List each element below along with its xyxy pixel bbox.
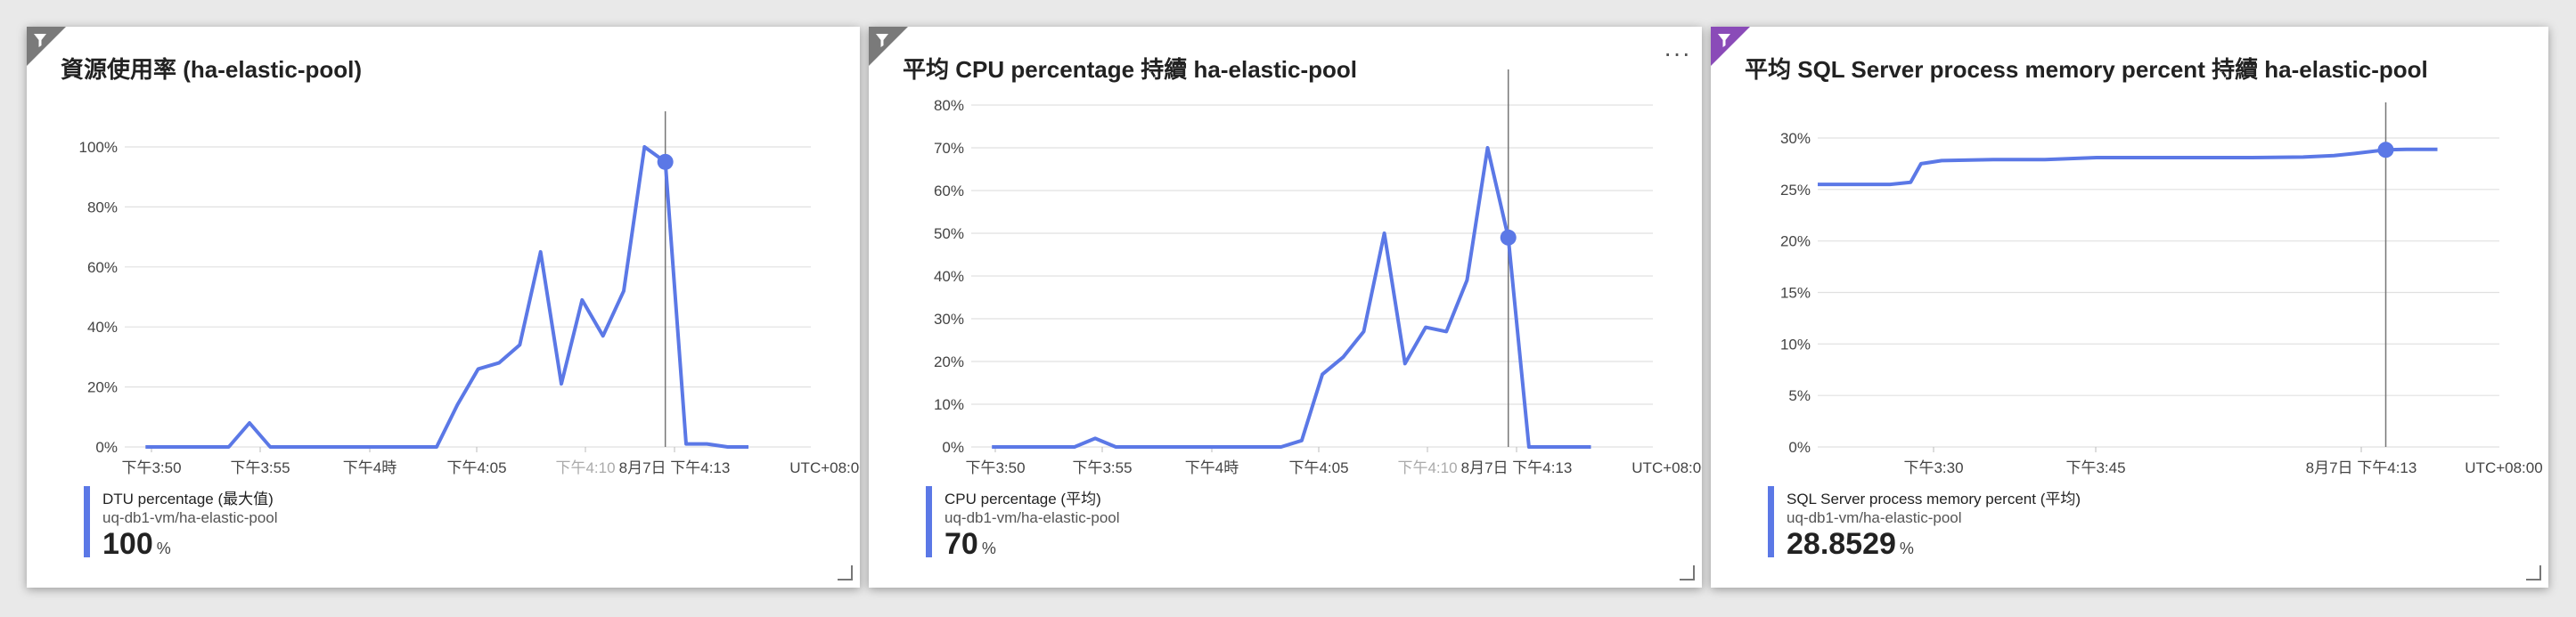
- chart-title: 平均 SQL Server process memory percent 持續 …: [1745, 56, 2428, 83]
- y-tick-label: 50%: [934, 225, 964, 242]
- legend: SQL Server process memory percent (平均) u…: [1768, 486, 2081, 561]
- legend-resource-name: uq-db1-vm/ha-elastic-pool: [1787, 509, 1962, 526]
- y-tick-label: 0%: [95, 439, 118, 456]
- legend-metric-name: CPU percentage (平均): [945, 491, 1101, 507]
- x-tick-label: 下午4:10: [1397, 459, 1457, 476]
- x-tick-label: 下午3:30: [1903, 459, 1963, 476]
- y-tick-label: 10%: [1780, 336, 1811, 353]
- y-tick-label: 30%: [934, 311, 964, 328]
- y-tick-label: 100%: [79, 139, 118, 156]
- series-line[interactable]: [992, 146, 1591, 449]
- x-tick-label: 8月7日 下午4:13: [619, 459, 731, 476]
- legend-value: 28.8529%: [1787, 527, 2081, 565]
- y-tick-label: 80%: [934, 97, 964, 114]
- legend-metric-name: SQL Server process memory percent (平均): [1787, 491, 2081, 507]
- x-tick-label: 下午3:55: [1072, 459, 1132, 476]
- resize-handle-icon[interactable]: [1679, 564, 1695, 580]
- y-tick-label: 0%: [1788, 439, 1811, 456]
- series-line[interactable]: [1818, 147, 2438, 187]
- legend-value-unit: %: [156, 540, 171, 557]
- y-tick-label: 70%: [934, 140, 964, 157]
- line-chart[interactable]: 0% 10% 20% 30% 40% 50% 60% 70% 80% 下午3:50 下午3:55 下午…: [869, 27, 1702, 490]
- timezone-label: UTC+08:00: [789, 459, 860, 476]
- y-tick-label: 20%: [1780, 233, 1811, 250]
- y-tick-label: 30%: [1780, 130, 1811, 147]
- hover-point-marker: [657, 153, 674, 170]
- filter-icon[interactable]: [1711, 27, 1750, 66]
- y-tick-label: 20%: [87, 379, 118, 396]
- legend-resource-name: uq-db1-vm/ha-elastic-pool: [945, 509, 1120, 526]
- chart-title: 平均 CPU percentage 持續 ha-elastic-pool: [903, 56, 1357, 83]
- y-tick-label: 25%: [1780, 182, 1811, 199]
- x-tick-label: 8月7日 下午4:13: [1461, 459, 1573, 476]
- hover-point-marker: [2377, 142, 2394, 158]
- legend-value-number: 100: [102, 527, 153, 561]
- legend-value-number: 28.8529: [1787, 527, 1896, 561]
- legend-value: 70%: [945, 527, 1120, 565]
- legend-value-unit: %: [981, 540, 996, 557]
- legend-value-unit: %: [1899, 540, 1914, 557]
- legend-value: 100%: [102, 527, 278, 565]
- legend-value-number: 70: [945, 527, 978, 561]
- filter-icon[interactable]: [869, 27, 908, 66]
- x-tick-label: 下午4:10: [555, 459, 615, 476]
- y-tick-label: 40%: [87, 319, 118, 336]
- y-tick-label: 0%: [942, 439, 964, 456]
- y-tick-label: 5%: [1788, 387, 1811, 404]
- y-tick-label: 80%: [87, 199, 118, 215]
- y-tick-label: 15%: [1780, 285, 1811, 302]
- series-line[interactable]: [145, 145, 748, 449]
- timezone-label: UTC+08:00: [2465, 459, 2542, 476]
- chart-panel-cpu[interactable]: 平均 CPU percentage 持續 ha-elastic-pool ···…: [869, 27, 1702, 588]
- chart-panel-memory[interactable]: 平均 SQL Server process memory percent 持續 …: [1711, 27, 2548, 588]
- line-chart[interactable]: 0% 20% 40% 60% 80% 100% 下午3:50 下午3:55 下午4時 下午4:05…: [27, 27, 860, 490]
- x-tick-label: 下午3:45: [2065, 459, 2125, 476]
- hover-point-marker: [1500, 229, 1517, 246]
- x-tick-label: 8月7日 下午4:13: [2306, 459, 2417, 476]
- legend-metric-name: DTU percentage (最大值): [102, 491, 274, 507]
- more-options-button[interactable]: ···: [1664, 39, 1691, 67]
- y-tick-label: 20%: [934, 353, 964, 370]
- y-tick-label: 10%: [934, 396, 964, 413]
- y-tick-label: 60%: [87, 259, 118, 276]
- x-tick-label: 下午3:55: [230, 459, 290, 476]
- chart-panel-dtu[interactable]: 資源使用率 (ha-elastic-pool) 0% 20% 40% 60% 80% 10…: [27, 27, 860, 588]
- x-tick-label: 下午4時: [1185, 459, 1239, 476]
- x-tick-label: 下午4:05: [446, 459, 506, 476]
- timezone-label: UTC+08:00: [1631, 459, 1702, 476]
- chart-title: 資源使用率 (ha-elastic-pool): [61, 56, 363, 83]
- y-tick-label: 60%: [934, 183, 964, 199]
- y-tick-label: 40%: [934, 268, 964, 285]
- line-chart[interactable]: 0% 5% 10% 15% 20% 25% 30% 下午3:30 下午3:45 8月7日 下午4:…: [1711, 27, 2548, 490]
- x-tick-label: 下午4:05: [1288, 459, 1348, 476]
- legend: DTU percentage (最大值) uq-db1-vm/ha-elasti…: [84, 486, 278, 561]
- x-tick-label: 下午3:50: [965, 459, 1025, 476]
- resize-handle-icon[interactable]: [2525, 564, 2541, 580]
- legend: CPU percentage (平均) uq-db1-vm/ha-elastic…: [926, 486, 1120, 561]
- legend-resource-name: uq-db1-vm/ha-elastic-pool: [102, 509, 278, 526]
- filter-icon[interactable]: [27, 27, 66, 66]
- resize-handle-icon[interactable]: [837, 564, 853, 580]
- x-tick-label: 下午4時: [343, 459, 397, 476]
- x-tick-label: 下午3:50: [121, 459, 181, 476]
